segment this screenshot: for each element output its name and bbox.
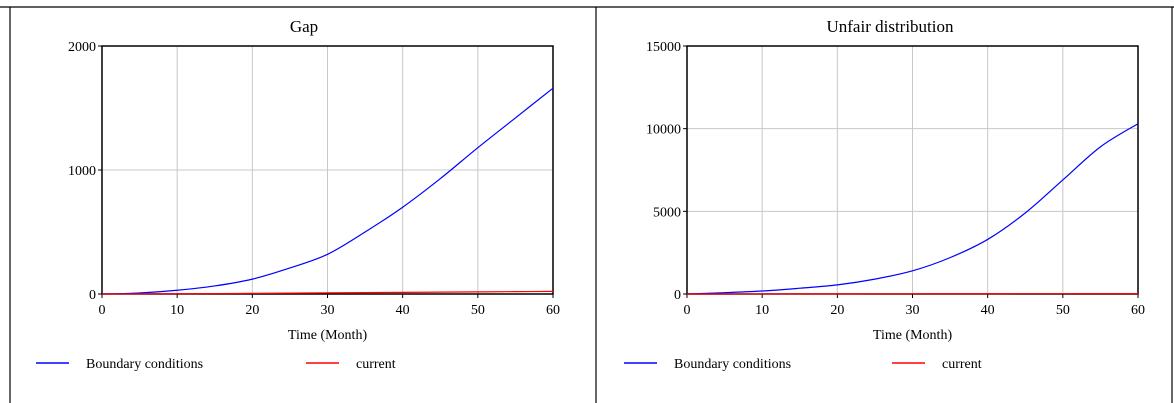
y-tick-label: 10000: [646, 123, 681, 138]
y-tick-label: 15000: [646, 40, 681, 55]
y-tick-label: 0: [674, 288, 681, 303]
x-tick-label: 60: [1131, 303, 1145, 318]
x-tick-label: 60: [546, 303, 560, 318]
y-tick-label: 2000: [68, 40, 96, 55]
legend-label: Boundary conditions: [674, 357, 791, 372]
x-tick-label: 20: [245, 303, 259, 318]
x-tick-label: 50: [1056, 303, 1070, 318]
legend-label: Boundary conditions: [86, 357, 203, 372]
y-tick-label: 5000: [653, 205, 681, 220]
y-tick-label: 0: [89, 288, 96, 303]
x-tick-label: 40: [396, 303, 410, 318]
x-tick-label: 10: [755, 303, 769, 318]
x-tick-label: 0: [684, 303, 691, 318]
legend-label: current: [942, 357, 982, 372]
x-tick-label: 30: [321, 303, 335, 318]
unfair-distribution-chart: Unfair distribution 0 10 20 30 40 50 60 0 5000 100…: [624, 17, 1145, 372]
gap-chart: Gap 0 10 20 30 40 50 60 0 1000 2000 Time (Month) Bou…: [36, 17, 560, 372]
chart-title: Gap: [290, 17, 318, 36]
x-axis-label: Time (Month): [288, 328, 368, 343]
series-line-boundary-conditions: [686, 123, 1139, 295]
series-line-boundary-conditions: [101, 87, 554, 295]
x-tick-label: 20: [830, 303, 844, 318]
chart-title: Unfair distribution: [826, 17, 954, 36]
x-tick-label: 10: [170, 303, 184, 318]
x-tick-label: 40: [981, 303, 995, 318]
series-line-current: [101, 290, 554, 295]
y-tick-label: 1000: [68, 164, 96, 179]
x-tick-label: 30: [906, 303, 920, 318]
x-tick-label: 0: [99, 303, 106, 318]
legend-label: current: [356, 357, 396, 372]
x-axis-label: Time (Month): [873, 328, 953, 343]
x-tick-label: 50: [471, 303, 485, 318]
